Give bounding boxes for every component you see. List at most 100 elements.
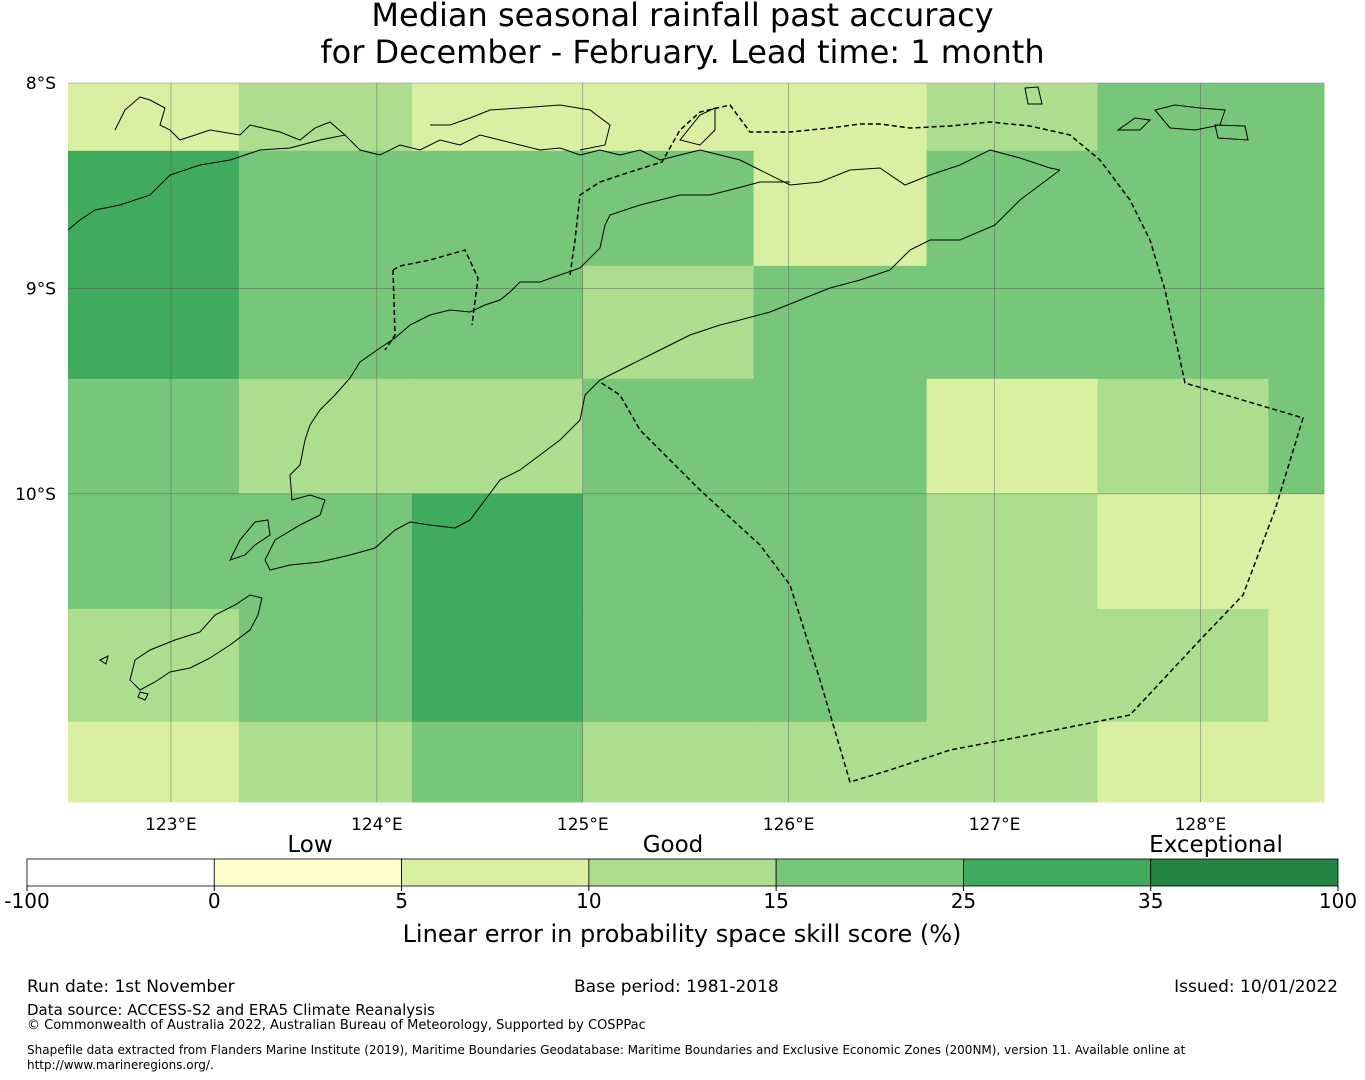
heatmap-cell: [1097, 378, 1269, 495]
colorbar-ticks: -100 0 5 10 15 25 35 100: [4, 886, 1357, 913]
heatmap-cell: [753, 150, 928, 267]
heatmap-cell: [582, 493, 755, 610]
heatmap-cell: [238, 83, 413, 152]
coastline-timor-west: [67, 134, 1061, 231]
heatmap-cell: [238, 150, 413, 267]
base-period: Base period: 1981-2018: [574, 977, 779, 997]
y-tick-label: 10°S: [15, 485, 56, 505]
colorbar-label: Linear error in probability space skill …: [403, 920, 962, 948]
heatmap-cell: [582, 721, 755, 803]
heatmap-cell: [582, 265, 755, 380]
colorbar-tick-label: -100: [4, 889, 49, 913]
colorbar-bin: [588, 858, 777, 887]
heatmap-cell: [582, 378, 755, 495]
heatmap-cell: [1268, 265, 1325, 380]
colorbar-bin: [775, 858, 964, 887]
x-tick-label: 124°E: [351, 815, 403, 830]
heatmap-cell: [68, 721, 240, 803]
coastline-wetar: [1024, 86, 1249, 141]
colorbar-bin: [26, 858, 215, 887]
heatmap-cell: [1268, 721, 1325, 803]
heatmap-cell: [1097, 83, 1269, 152]
heatmap-cell: [1097, 493, 1269, 610]
heatmap-cell: [582, 608, 755, 723]
heatmap-cell: [926, 150, 1099, 267]
heatmap-cell: [753, 493, 928, 610]
coastline-timor-south: [264, 169, 1061, 571]
heatmap-cell: [926, 83, 1099, 152]
x-tick-label: 125°E: [557, 815, 609, 830]
heatmap-cell: [582, 150, 755, 267]
heatmap-cell: [753, 265, 928, 380]
x-tick-label: 128°E: [1175, 815, 1227, 830]
heatmap-cell: [753, 608, 928, 723]
colorbar-tick-label: 0: [208, 889, 221, 913]
heatmap-cell: [1268, 150, 1325, 267]
heatmap-cell: [411, 378, 584, 495]
heatmap-cell: [68, 83, 240, 152]
coastline-alor: [679, 107, 716, 146]
heatmap-cell: [411, 608, 584, 723]
colorbar-bin: [213, 858, 402, 887]
heatmap-cell: [1097, 721, 1269, 803]
heatmap-cell: [926, 721, 1099, 803]
colorbar-category: Exceptional: [1149, 832, 1283, 858]
heatmap-cell: [68, 493, 240, 610]
heatmap-cell: [238, 608, 413, 723]
coastline-north-islands: [114, 96, 611, 151]
heatmap-cell: [238, 378, 413, 495]
chart-title-line-2: for December - February. Lead time: 1 mo…: [320, 33, 1045, 71]
heatmap-cell: [68, 378, 240, 495]
heatmap-cell: [1268, 83, 1325, 152]
colorbar-bin: [963, 858, 1152, 887]
eez-boundaries: [384, 104, 1304, 783]
colorbar-tick-label: 15: [763, 889, 788, 913]
colorbar-tick-label: 35: [1138, 889, 1163, 913]
heatmap-cell: [1097, 150, 1269, 267]
axis-tick-labels: 123°E 124°E 125°E 126°E 127°E 128°E 8°S 9°S 10°S: [15, 74, 1226, 830]
heatmap-cell: [1097, 265, 1269, 380]
heatmap-cell: [926, 493, 1099, 610]
heatmap-cell: [926, 378, 1099, 495]
x-tick-label: 127°E: [969, 815, 1021, 830]
colorbar-tick-label: 25: [951, 889, 976, 913]
y-tick-label: 8°S: [26, 74, 56, 94]
heatmap-cell: [238, 721, 413, 803]
heatmap-cell: [753, 83, 928, 152]
chart-title-line-1: Median seasonal rainfall past accuracy: [371, 0, 994, 34]
run-date: Run date: 1st November: [27, 977, 235, 997]
heatmap-cell: [411, 150, 584, 267]
heatmap-cell: [926, 608, 1099, 723]
coastlines: [67, 86, 1249, 701]
heatmap-cell: [753, 721, 928, 803]
colorbar-categories: Low Good Exceptional: [287, 832, 1282, 858]
heatmap-cell: [1268, 493, 1325, 610]
colorbar-bins: [26, 858, 1339, 887]
heatmap-cell: [411, 265, 584, 380]
heatmap-cell: [1268, 378, 1325, 495]
coastline-rote-semau: [99, 519, 271, 701]
eez-oecusse-boundary: [384, 249, 479, 351]
map-plot: 123°E 124°E 125°E 126°E 127°E 128°E 8°S 9°S 10°S: [15, 74, 1325, 830]
heatmap-cell: [238, 493, 413, 610]
colorbar-bin: [1150, 858, 1339, 887]
eez-timor-leste-boundary: [569, 104, 1304, 783]
colorbar-tick-label: 10: [576, 889, 601, 913]
copyright: © Commonwealth of Australia 2022, Austra…: [27, 1018, 646, 1033]
colorbar-category: Good: [643, 832, 704, 858]
heatmap-cell: [582, 83, 755, 152]
colorbar-bin: [401, 858, 590, 887]
heatmap-cell: [411, 493, 584, 610]
gridlines: [68, 82, 1324, 802]
colorbar-category: Low: [287, 832, 332, 858]
heatmap-cell: [68, 608, 240, 723]
heatmap-cell: [411, 721, 584, 803]
heatmap-cell: [926, 265, 1099, 380]
x-tick-label: 126°E: [763, 815, 815, 830]
heatmap-cell: [238, 265, 413, 380]
colorbar-tick-label: 5: [395, 889, 408, 913]
colorbar-tick-label: 100: [1319, 889, 1357, 913]
heatmap-cells: [68, 83, 1325, 803]
shapefile-credit-line-2: http://www.marineregions.org/.: [27, 1058, 214, 1072]
heatmap-cell: [1097, 608, 1269, 723]
